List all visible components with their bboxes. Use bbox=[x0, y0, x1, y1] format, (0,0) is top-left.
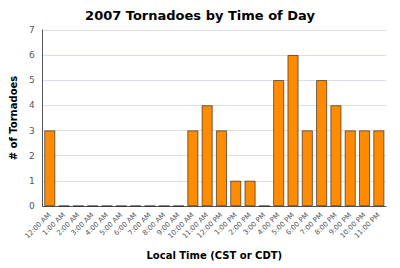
svg-text:# of Tornadoes: # of Tornadoes bbox=[8, 76, 19, 161]
svg-text:5:00 AM: 5:00 AM bbox=[98, 211, 125, 238]
svg-text:5:00 PM: 5:00 PM bbox=[270, 211, 296, 237]
svg-text:5: 5 bbox=[29, 75, 35, 85]
svg-text:1: 1 bbox=[29, 176, 35, 186]
svg-text:6:00 AM: 6:00 AM bbox=[112, 211, 139, 238]
svg-text:Local Time (CST or CDT): Local Time (CST or CDT) bbox=[146, 250, 282, 261]
svg-text:11:00 PM: 11:00 PM bbox=[353, 211, 382, 240]
svg-text:8:00 AM: 8:00 AM bbox=[141, 211, 168, 238]
svg-text:7:00 AM: 7:00 AM bbox=[126, 211, 153, 238]
svg-text:2: 2 bbox=[29, 151, 35, 161]
svg-text:2:00 AM: 2:00 AM bbox=[55, 211, 82, 238]
svg-text:6: 6 bbox=[29, 50, 35, 60]
svg-text:12:00 AM: 12:00 AM bbox=[23, 211, 53, 241]
svg-text:1:00 AM: 1:00 AM bbox=[41, 211, 67, 238]
svg-text:2007 Tornadoes by Time of Day: 2007 Tornadoes by Time of Day bbox=[85, 8, 315, 23]
svg-text:2:00 PM: 2:00 PM bbox=[227, 211, 253, 237]
svg-text:1:00 PM: 1:00 PM bbox=[213, 211, 239, 237]
svg-text:3: 3 bbox=[29, 126, 35, 136]
svg-text:11:00 AM: 11:00 AM bbox=[180, 211, 210, 241]
svg-text:10:00 AM: 10:00 AM bbox=[166, 211, 196, 241]
svg-text:9:00 AM: 9:00 AM bbox=[155, 211, 182, 238]
svg-text:6:00 PM: 6:00 PM bbox=[284, 211, 311, 237]
svg-text:9:00 PM: 9:00 PM bbox=[327, 211, 354, 237]
svg-text:8:00 PM: 8:00 PM bbox=[313, 211, 339, 237]
svg-text:4: 4 bbox=[29, 100, 35, 110]
svg-text:3:00 PM: 3:00 PM bbox=[241, 211, 268, 237]
svg-text:10:00 PM: 10:00 PM bbox=[338, 211, 368, 240]
svg-text:7:00 PM: 7:00 PM bbox=[298, 211, 325, 237]
svg-text:7: 7 bbox=[29, 25, 35, 35]
svg-text:4:00 AM: 4:00 AM bbox=[83, 211, 110, 238]
svg-text:4:00 PM: 4:00 PM bbox=[256, 211, 282, 237]
svg-text:0: 0 bbox=[29, 201, 35, 211]
svg-text:3:00 AM: 3:00 AM bbox=[69, 211, 96, 238]
svg-text:12:00 PM: 12:00 PM bbox=[195, 211, 225, 240]
